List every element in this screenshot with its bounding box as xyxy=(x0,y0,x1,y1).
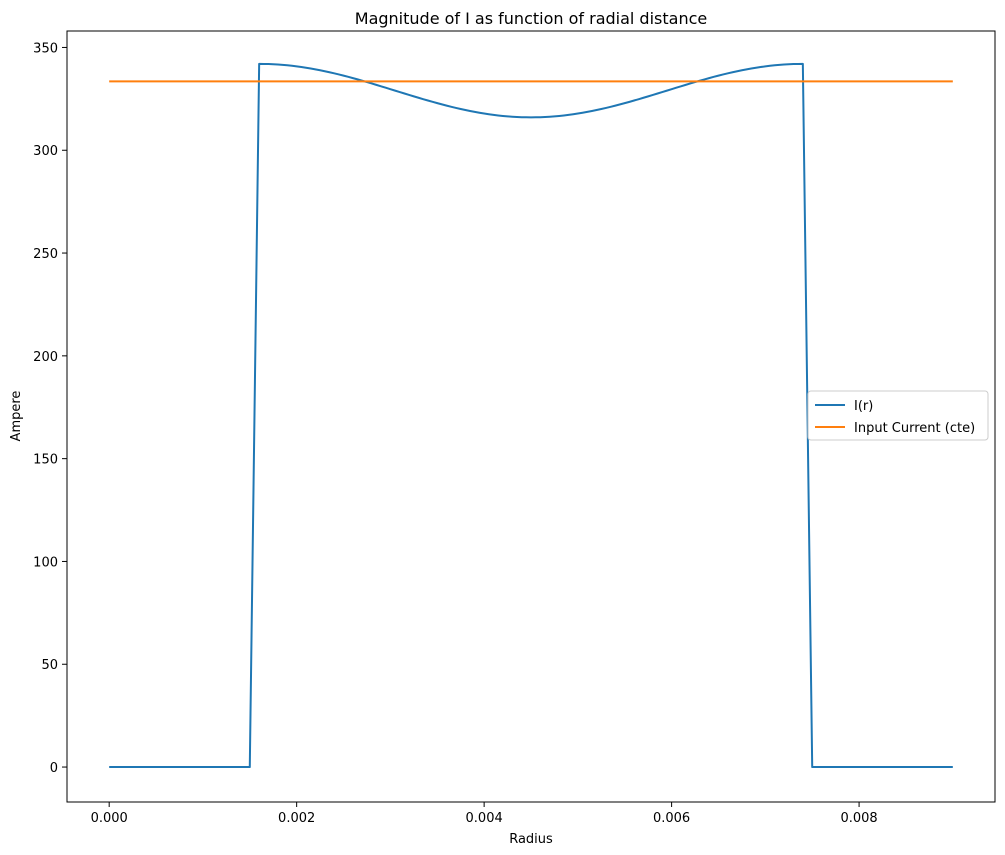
chart-title: Magnitude of I as function of radial dis… xyxy=(355,9,707,28)
series-layer xyxy=(109,62,953,769)
series-line-i-r xyxy=(109,62,953,769)
x-tick-label: 0.004 xyxy=(466,811,503,826)
y-tick-label: 200 xyxy=(33,350,58,365)
legend-label-input-current: Input Current (cte) xyxy=(854,421,975,436)
x-tick-label: 0.006 xyxy=(653,811,690,826)
legend: I(r) Input Current (cte) xyxy=(807,390,989,441)
y-tick-label: 250 xyxy=(33,247,58,262)
x-axis: 0.000 0.002 0.004 0.006 0.008 xyxy=(91,802,878,826)
y-axis-label: Ampere xyxy=(9,391,24,442)
y-tick-label: 300 xyxy=(33,144,58,159)
y-tick-label: 50 xyxy=(41,658,58,673)
x-axis-label: Radius xyxy=(509,832,553,847)
y-tick-label: 100 xyxy=(33,555,58,570)
y-axis: 0 50 100 150 200 250 300 350 xyxy=(33,41,67,776)
x-tick-label: 0.008 xyxy=(840,811,877,826)
y-tick-label: 350 xyxy=(33,41,58,56)
legend-label-i-r: I(r) xyxy=(854,399,873,414)
legend-box xyxy=(807,390,989,441)
x-tick-label: 0.000 xyxy=(91,811,128,826)
x-tick-label: 0.002 xyxy=(278,811,315,826)
y-tick-label: 150 xyxy=(33,453,58,468)
y-tick-label: 0 xyxy=(50,761,58,776)
